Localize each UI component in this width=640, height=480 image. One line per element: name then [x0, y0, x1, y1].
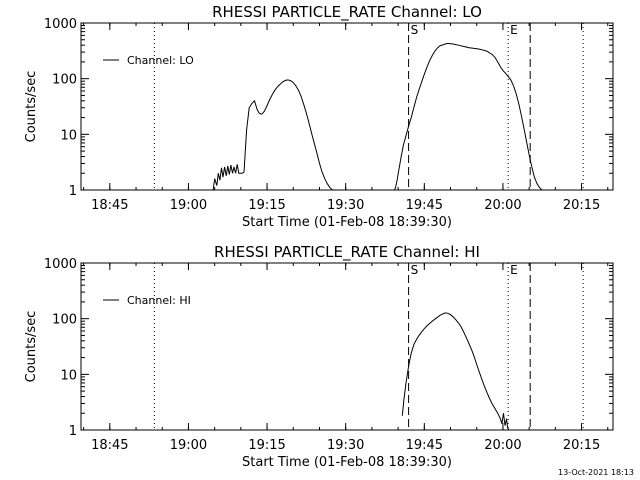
legend-label: Channel: HI — [127, 294, 191, 307]
y-tick-label: 100 — [52, 73, 77, 88]
x-tick-label: 19:45 — [406, 438, 443, 453]
series-line-segment — [393, 42, 543, 191]
x-tick-label: 18:45 — [91, 438, 128, 453]
x-tick-label: 20:15 — [563, 438, 600, 453]
marker-label-e: E — [510, 263, 518, 277]
x-tick-label: 19:15 — [248, 438, 285, 453]
y-tick-label: 10 — [60, 128, 77, 143]
x-tick-label: 20:00 — [484, 198, 521, 213]
y-tick-label: 1000 — [44, 257, 77, 272]
x-axis-label: Start Time (01-Feb-08 18:39:30) — [242, 455, 452, 470]
marker-label-s: S — [411, 23, 419, 37]
x-tick-label: 19:30 — [327, 438, 364, 453]
y-axis-label: Counts/sec — [24, 311, 39, 383]
x-tick-label: 20:00 — [484, 438, 521, 453]
x-tick-label: 19:00 — [170, 198, 207, 213]
x-tick-label: 18:45 — [91, 198, 128, 213]
x-tick-label: 19:00 — [170, 438, 207, 453]
footer-timestamp: 13-Oct-2021 18:13 — [558, 468, 634, 477]
chart-title: RHESSI PARTICLE_RATE Channel: HI — [214, 243, 480, 262]
chart-title: RHESSI PARTICLE_RATE Channel: LO — [212, 3, 482, 22]
y-tick-label: 10 — [60, 368, 77, 383]
x-tick-label: 20:15 — [563, 198, 600, 213]
series-line-segment — [401, 312, 510, 431]
legend-label: Channel: LO — [127, 54, 194, 67]
x-axis-label: Start Time (01-Feb-08 18:39:30) — [242, 215, 452, 230]
series-line-segment — [212, 79, 338, 191]
marker-label-e: E — [510, 23, 518, 37]
plot-frame — [80, 22, 614, 191]
x-tick-label: 19:45 — [406, 198, 443, 213]
y-tick-label: 1 — [69, 184, 77, 199]
x-tick-label: 19:30 — [327, 198, 364, 213]
y-tick-label: 1 — [69, 424, 77, 439]
chart-panel-1: RHESSI PARTICLE_RATE Channel: LO Start Ti… — [24, 3, 614, 230]
chart-panel-2: RHESSI PARTICLE_RATE Channel: HI Start Ti… — [24, 243, 614, 470]
plot-frame — [80, 262, 614, 431]
y-axis-label: Counts/sec — [24, 71, 39, 143]
y-tick-label: 100 — [52, 313, 77, 328]
y-tick-label: 1000 — [44, 17, 77, 32]
x-tick-label: 19:15 — [248, 198, 285, 213]
marker-label-s: S — [411, 263, 419, 277]
